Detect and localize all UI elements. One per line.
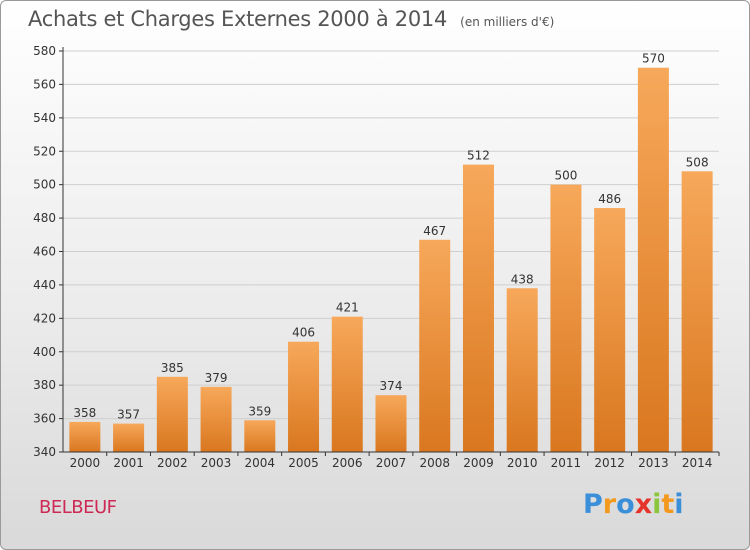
x-tick-labels: 2000 2001 2002 2003 2004 2005 2006 2007 2008 2009… [70, 452, 720, 470]
logo-letter: P [583, 489, 603, 520]
bar-2004 [244, 420, 276, 452]
x-tick-label: 2005 [288, 456, 319, 470]
x-tick-label: 2010 [507, 456, 538, 470]
unit-label: (en milliers d'€) [460, 15, 555, 29]
logo-letter: o [616, 489, 635, 520]
y-tick-label: 560 [33, 77, 56, 91]
y-tick-label: 380 [33, 378, 56, 392]
x-tick-label: 2002 [157, 456, 188, 470]
x-tick-label: 2013 [638, 456, 669, 470]
x-tick-label: 2014 [682, 456, 713, 470]
bar-2006 [331, 316, 363, 452]
data-label: 508 [686, 155, 709, 169]
bar-2000 [69, 421, 101, 452]
bar-2010 [506, 288, 538, 452]
x-tick-label: 2001 [113, 456, 144, 470]
x-tick-label: 2009 [463, 456, 494, 470]
logo-letter: x [634, 489, 653, 520]
bar-2013 [637, 67, 669, 452]
data-label: 406 [292, 326, 315, 340]
x-tick-label: 2012 [594, 456, 625, 470]
bar-2007 [375, 395, 407, 452]
data-label: 438 [511, 272, 534, 286]
chart-title-block: Achats et Charges Externes 2000 à 2014 (… [28, 7, 554, 31]
proxiti-logo[interactable]: Proxiti [583, 489, 684, 520]
bar-2012 [594, 208, 626, 452]
bar-2003 [200, 386, 232, 452]
bars [69, 67, 713, 453]
y-tick-label: 540 [33, 111, 56, 125]
logo-letter: r [602, 489, 617, 520]
x-tick-label: 2004 [245, 456, 276, 470]
bar-2008 [419, 239, 451, 452]
y-tick-label: 420 [33, 311, 56, 325]
y-tick-labels: 340 360 380 400 420 440 460 480 500 520 540 560 580 [33, 44, 56, 459]
data-label: 358 [73, 406, 96, 420]
bar-2001 [113, 423, 145, 452]
data-label: 500 [554, 169, 577, 183]
logo-letter: i [652, 489, 662, 520]
y-tick-label: 360 [33, 412, 56, 426]
bar-2002 [156, 376, 188, 452]
data-label: 486 [598, 192, 621, 206]
x-tick-label: 2008 [419, 456, 450, 470]
bar-2014 [681, 171, 713, 453]
y-tick-label: 400 [33, 345, 56, 359]
y-tick-label: 460 [33, 245, 56, 259]
bar-2009 [462, 164, 494, 452]
x-tick-label: 2000 [70, 456, 101, 470]
data-labels: 358 357 385 379 359 406 421 374 467 512 438 500 486 5… [73, 52, 708, 422]
y-tick-label: 580 [33, 44, 56, 58]
data-label: 359 [248, 404, 271, 418]
x-tick-label: 2011 [551, 456, 582, 470]
chart-title: Achats et Charges Externes 2000 à 2014 [28, 7, 448, 31]
axes [62, 47, 719, 453]
x-tick-label: 2007 [376, 456, 407, 470]
data-label: 570 [642, 52, 665, 66]
data-label: 385 [161, 361, 184, 375]
data-label: 357 [117, 408, 140, 422]
y-tick-label: 500 [33, 178, 56, 192]
logo-letter: t [661, 489, 675, 520]
y-tick-label: 440 [33, 278, 56, 292]
data-label: 512 [467, 149, 490, 163]
data-label: 374 [380, 379, 403, 393]
place-name: BELBEUF [39, 497, 117, 518]
bar-2005 [288, 341, 320, 452]
data-label: 421 [336, 301, 359, 315]
data-label: 467 [423, 224, 446, 238]
bar-2011 [550, 184, 582, 452]
x-tick-label: 2006 [332, 456, 363, 470]
data-label: 379 [205, 371, 228, 385]
y-tick-label: 520 [33, 144, 56, 158]
logo-letter: i [674, 489, 684, 520]
y-tick-label: 340 [33, 445, 56, 459]
x-tick-label: 2003 [201, 456, 232, 470]
y-tick-label: 480 [33, 211, 56, 225]
